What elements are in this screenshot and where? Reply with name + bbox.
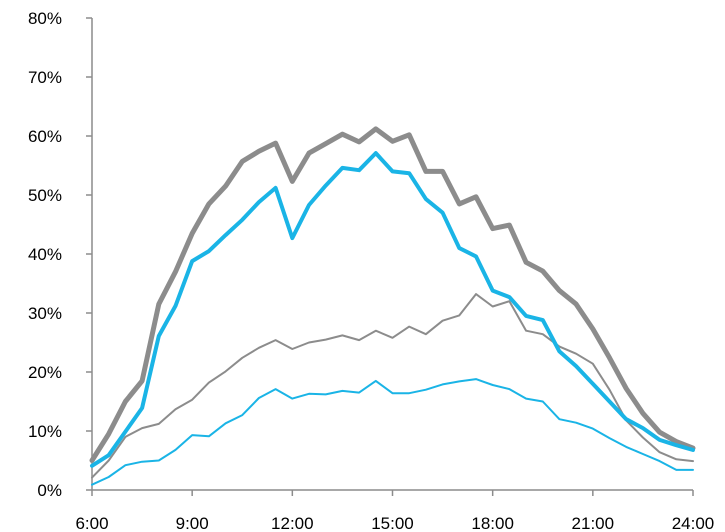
x-tick-label: 24:00	[672, 514, 715, 532]
y-tick-label: 60%	[28, 127, 62, 146]
series-line-3	[91, 293, 694, 479]
y-tick-label: 40%	[28, 245, 62, 264]
y-axis: 0% 10% 20% 30% 40% 50% 60% 70% 80%	[28, 9, 93, 500]
series-line-1	[89, 126, 696, 463]
x-tick-label: 9:00	[176, 514, 209, 532]
y-tick-label: 50%	[28, 186, 62, 205]
x-tick-label: 6:00	[75, 514, 108, 532]
y-tick-label: 0%	[37, 481, 62, 500]
series-line-4	[91, 378, 694, 486]
y-tick-label: 80%	[28, 9, 62, 28]
y-tick-label: 70%	[28, 68, 62, 87]
x-tick-label: 18:00	[471, 514, 514, 532]
y-tick-label: 20%	[28, 363, 62, 382]
x-tick-label: 21:00	[572, 514, 615, 532]
x-tick-label: 12:00	[271, 514, 314, 532]
series-lines	[89, 126, 696, 486]
x-tick-label: 15:00	[371, 514, 414, 532]
x-axis: 6:00 9:00 12:00 15:00 18:00 21:00 24:00	[75, 489, 715, 532]
y-tick-label: 30%	[28, 304, 62, 323]
y-tick-label: 10%	[28, 422, 62, 441]
series-line-2	[90, 151, 695, 468]
